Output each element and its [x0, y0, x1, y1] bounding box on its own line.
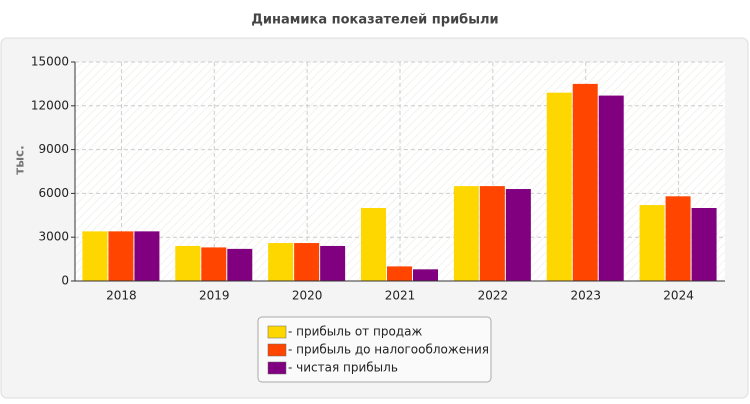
x-tick-label: 2023 — [570, 289, 601, 303]
legend-swatch — [267, 343, 287, 357]
x-tick-label: 2019 — [199, 289, 230, 303]
bar — [82, 231, 108, 281]
legend — [257, 316, 492, 383]
bar — [227, 248, 253, 281]
legend-label: - прибыль до налогообложения — [288, 343, 489, 357]
x-tick-label: 2024 — [663, 289, 694, 303]
x-tick-label: 2020 — [292, 289, 323, 303]
bar — [479, 186, 505, 281]
chart-title: Динамика показателей прибыли — [251, 13, 498, 28]
bar — [453, 186, 479, 281]
bar — [175, 245, 201, 281]
legend-label: - чистая прибыль — [288, 361, 398, 375]
legend-swatch — [267, 361, 287, 375]
x-tick-label: 2018 — [106, 289, 137, 303]
bar — [691, 208, 717, 281]
bar — [201, 247, 227, 281]
y-tick-label: 15000 — [31, 55, 69, 69]
bar — [361, 208, 386, 281]
y-tick-label: 9000 — [38, 142, 69, 156]
bar — [639, 205, 665, 281]
bar — [387, 266, 412, 281]
y-tick-label: 3000 — [38, 230, 69, 244]
bar — [108, 231, 134, 281]
y-tick-label: 12000 — [31, 98, 69, 112]
legend-label: - прибыль от продаж — [288, 325, 422, 339]
bar — [505, 189, 531, 281]
bar — [598, 95, 624, 281]
y-tick-label: 6000 — [38, 186, 69, 200]
x-tick-label: 2022 — [478, 289, 509, 303]
legend-swatch — [267, 325, 287, 339]
bar — [546, 92, 572, 281]
bar — [413, 269, 438, 281]
bar — [665, 196, 691, 281]
bar — [268, 243, 294, 281]
x-tick-label: 2021 — [385, 289, 416, 303]
bar — [134, 231, 160, 281]
bar — [320, 245, 346, 281]
y-axis-label: тыс. — [13, 145, 27, 174]
bar — [294, 243, 320, 281]
y-tick-label: 0 — [61, 274, 69, 288]
bar — [572, 83, 598, 282]
plot-area — [75, 62, 725, 281]
